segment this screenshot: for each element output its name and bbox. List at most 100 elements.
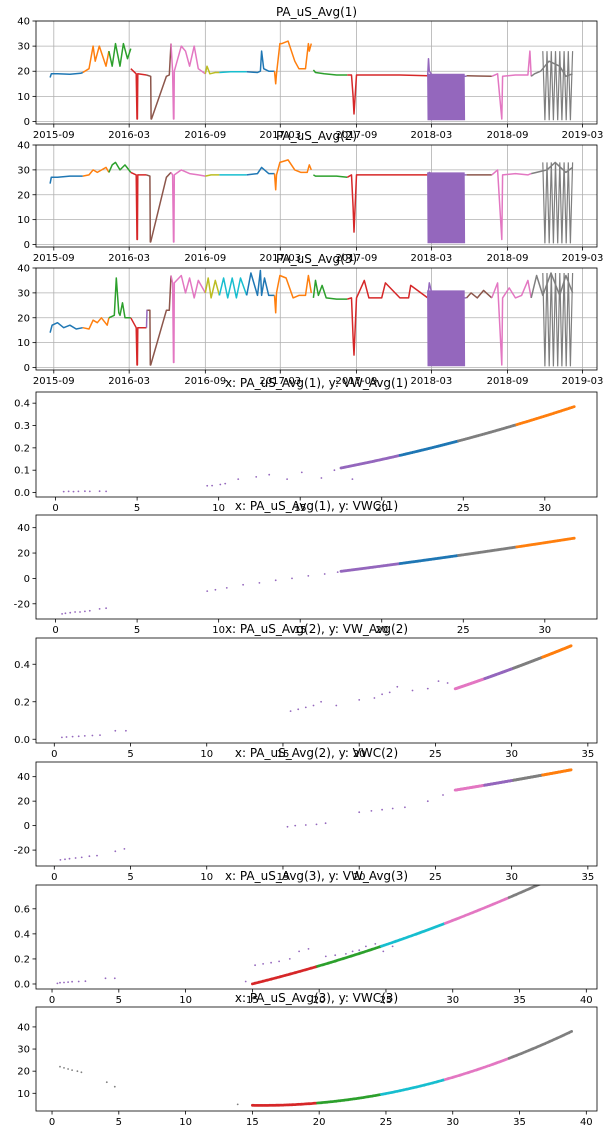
scatter-point — [80, 856, 83, 859]
x-tick-label: 10 — [200, 749, 213, 760]
series-line — [170, 169, 206, 243]
scatter-point — [324, 822, 327, 825]
scatter-point — [98, 490, 101, 493]
scatter-point — [323, 573, 326, 575]
y-tick-label: 20 — [17, 67, 30, 78]
scatter-point — [569, 644, 573, 648]
scatter-point — [262, 963, 264, 965]
scatter-point — [560, 873, 563, 876]
y-tick-label: 20 — [17, 313, 30, 324]
series-line — [246, 166, 275, 176]
x-tick-label: 2016-09 — [184, 130, 226, 141]
x-tick-label: 35 — [513, 995, 526, 1006]
x-tick-label: 30 — [538, 503, 551, 514]
scatter-point — [61, 736, 63, 739]
x-tick-label: 40 — [580, 995, 593, 1006]
scatter-point — [123, 848, 126, 850]
scatter-point — [67, 1068, 69, 1070]
series-line — [108, 277, 131, 319]
chart-title: x: PA_uS_Avg(1), y: VW_Avg(1) — [225, 376, 408, 390]
scatter-point — [541, 882, 544, 885]
scatter-point — [446, 682, 449, 684]
y-tick-label: 0.4 — [14, 929, 30, 940]
plot-area — [59, 768, 573, 861]
x-tick-label: 2018-09 — [487, 376, 529, 387]
scatter-point — [71, 735, 74, 738]
x-tick-label: 30 — [446, 1117, 459, 1128]
scatter-point — [286, 478, 288, 480]
scatter-point — [566, 870, 569, 873]
scatter-point — [570, 1030, 573, 1033]
series-line — [491, 279, 532, 366]
y-tick-label: 0.1 — [14, 466, 30, 477]
plot-area — [49, 159, 574, 244]
scatter-point — [77, 735, 80, 738]
scatter-point — [437, 680, 440, 682]
x-tick-label: 20 — [375, 625, 388, 636]
series-line — [204, 277, 221, 299]
x-tick-label: 15 — [294, 503, 307, 514]
scatter-point — [99, 734, 101, 736]
scatter-point — [268, 473, 271, 476]
scatter-point — [274, 579, 277, 582]
x-tick-label: 2016-09 — [184, 376, 226, 387]
series-line — [218, 277, 248, 299]
scatter-point — [59, 981, 61, 984]
scatter-point — [104, 977, 107, 980]
scatter-point — [59, 859, 62, 861]
scatter-point — [80, 1071, 83, 1074]
x-tick-label: 15 — [246, 995, 259, 1006]
scatter-point — [84, 490, 86, 493]
x-tick-label: 25 — [457, 625, 470, 636]
x-tick-label: 2019-03 — [562, 253, 604, 264]
scatter-point — [224, 482, 227, 485]
series-line — [312, 279, 348, 300]
series-line — [145, 309, 148, 328]
scatter-point — [351, 478, 354, 480]
scatter-point — [304, 824, 307, 826]
scatter-point — [237, 478, 240, 480]
axes-frame — [35, 884, 598, 990]
series-line — [204, 65, 220, 75]
scatter-point — [105, 1081, 108, 1084]
series-line — [219, 70, 247, 74]
scatter-point — [286, 825, 289, 828]
series-line — [245, 269, 275, 297]
scatter-point — [426, 687, 429, 690]
oscillation-band — [542, 162, 574, 244]
series-line — [426, 57, 467, 78]
series-line — [466, 289, 493, 299]
scatter-point — [278, 960, 280, 963]
scatter-point — [62, 490, 65, 493]
x-tick-label: 10 — [212, 503, 225, 514]
x-tick-label: 35 — [581, 872, 594, 883]
chart-title: PA_uS_Avg(2) — [276, 129, 357, 143]
x-tick-label: 0 — [49, 1117, 55, 1128]
scatter-point — [125, 729, 127, 732]
scatter-point — [84, 980, 87, 983]
axes-frame — [35, 391, 598, 498]
scatter-point — [219, 483, 222, 486]
scatter-point — [105, 490, 107, 493]
chart-title: x: PA_uS_Avg(3), y: VWC(3) — [235, 991, 398, 1005]
scatter-point — [71, 1069, 73, 1071]
series-line — [530, 60, 573, 78]
series-line — [82, 166, 110, 177]
oscillation-band — [542, 51, 574, 121]
x-tick-label: 5 — [127, 749, 133, 760]
chart-title: x: PA_uS_Avg(3), y: VW_Avg(3) — [225, 869, 408, 883]
axes-frame — [35, 144, 598, 248]
x-tick-label: 25 — [429, 749, 442, 760]
scatter-point — [351, 950, 354, 953]
plot-area — [61, 644, 573, 739]
x-tick-label: 30 — [505, 872, 518, 883]
scatter-point — [381, 808, 383, 811]
scatter-point — [542, 881, 545, 884]
y-tick-label: 0.4 — [14, 660, 30, 671]
scatter-point — [56, 982, 59, 985]
series-line — [147, 275, 172, 366]
x-tick-label: 0 — [52, 625, 58, 636]
series-line — [491, 50, 532, 120]
subplot-8: 0 5 10 15 20 25 30 35 40 0.0 0.2 0.4 0.6 x: PA_uS_Avg… — [14, 869, 598, 1006]
series-line — [312, 69, 348, 76]
